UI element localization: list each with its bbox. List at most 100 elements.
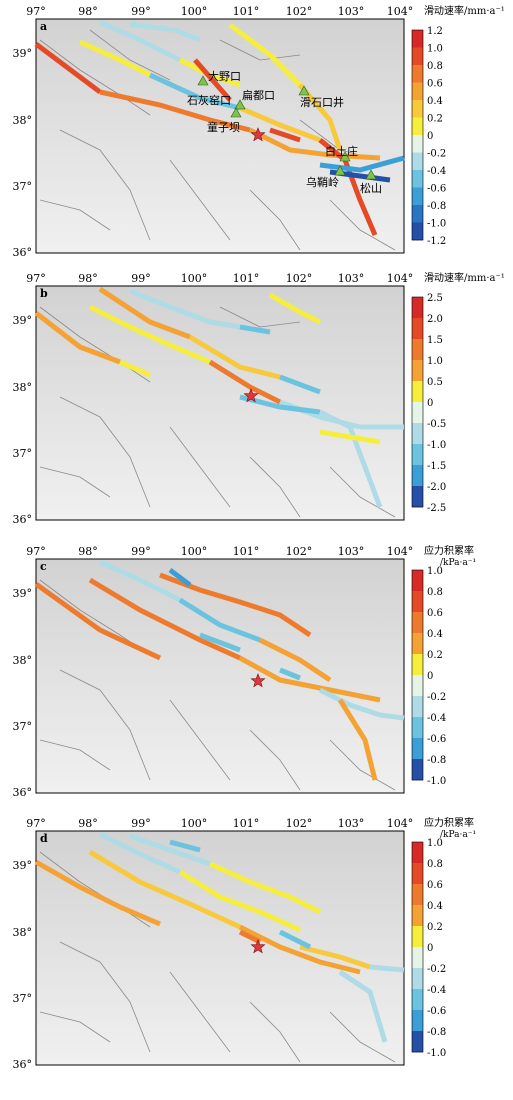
colorbar-tick: -0.2 [427, 964, 446, 975]
colorbar-tick: 1.0 [427, 44, 443, 55]
colorbar-tick: -1.0 [427, 776, 446, 787]
lon-tick: 102° [286, 817, 313, 830]
fault-traces [39, 306, 396, 518]
colorbar-swatch [412, 884, 423, 906]
axis-ticks-top: 97° 98° 99° 100° 101° 102° 103° 104° [26, 817, 413, 830]
station-label: 松山 [360, 181, 382, 195]
lon-tick: 104° [387, 272, 414, 285]
fault-segments [34, 19, 405, 236]
panel-label: d [40, 832, 48, 845]
colorbar-swatch [412, 402, 423, 424]
station-label: 乌鞘岭 [306, 175, 339, 189]
colorbar-tick: 0 [427, 131, 433, 142]
lat-tick: 36° [13, 786, 33, 799]
lon-tick: 103° [338, 817, 365, 830]
colorbar-frame [411, 29, 424, 241]
map-panel-d: 97° 98° 99° 100° 101° 102° 103° 104° 39°… [0, 812, 513, 1087]
colorbar-tick: -0.8 [427, 755, 446, 766]
panel-label: c [40, 560, 47, 573]
colorbar-tick: 0.2 [427, 650, 443, 661]
lon-tick: 102° [286, 545, 313, 558]
colorbar-title: 滑动速率/mm·a⁻¹ [424, 271, 505, 284]
lon-tick: 102° [286, 5, 313, 18]
colorbar-swatch [412, 863, 423, 885]
colorbar-tick: -0.2 [427, 149, 446, 160]
lat-tick: 38° [13, 381, 33, 394]
lon-tick: 102° [286, 272, 313, 285]
colorbar-tick: 1.0 [427, 838, 443, 849]
lat-tick: 39° [13, 859, 33, 872]
fault-segments [34, 286, 404, 508]
lon-tick: 97° [26, 545, 46, 558]
colorbar-swatch [412, 444, 423, 466]
lat-tick: 38° [13, 114, 33, 127]
colorbar-swatch [412, 696, 423, 718]
colorbar-swatch [412, 654, 423, 676]
lon-tick: 101° [233, 5, 260, 18]
colorbar-tick: 0.2 [427, 922, 443, 933]
station-triangle [234, 99, 246, 110]
fault-segments [34, 559, 405, 781]
map-panel-a: 97° 98° 99° 100° 101° 102° 103° 104° 39°… [0, 0, 513, 275]
colorbar-swatch [412, 135, 423, 153]
lon-tick: 99° [131, 272, 151, 285]
colorbar-swatch [412, 633, 423, 655]
colorbar-swatch [412, 30, 423, 48]
lon-tick: 98° [78, 545, 98, 558]
colorbar-swatch [412, 1031, 423, 1053]
colorbar-swatch [412, 65, 423, 83]
map-svg-c: 97° 98° 99° 100° 101° 102° 103° 104° 39°… [13, 544, 477, 799]
colorbar-tick: -0.4 [427, 713, 446, 724]
colorbar-swatch [412, 968, 423, 990]
colorbar-swatch [412, 187, 423, 206]
colorbar-swatch [412, 675, 423, 697]
colorbar-swatch [412, 339, 423, 361]
colorbar-tick: 0 [427, 398, 433, 409]
station-label: 白土庄 [325, 144, 358, 158]
colorbar-swatch [412, 570, 423, 592]
lat-tick: 38° [13, 926, 33, 939]
colorbar-swatch [412, 100, 423, 118]
station-label: 扁都口 [242, 89, 275, 102]
colorbar-tick: 1.0 [427, 566, 443, 577]
axis-ticks-top: 97° 98° 99° 100° 101° 102° 103° 104° [26, 5, 413, 18]
panel-label: a [40, 20, 47, 33]
station-triangle [298, 85, 310, 96]
map-svg-b: 97° 98° 99° 100° 101° 102° 103° 104° 39°… [13, 271, 505, 526]
fault-segments [34, 831, 405, 1043]
colorbar-swatch [412, 152, 423, 171]
colorbar-tick: -0.6 [427, 1006, 446, 1017]
lat-tick: 36° [13, 1058, 33, 1071]
station-triangle [339, 151, 351, 162]
lon-tick: 101° [233, 817, 260, 830]
station-label: 石灰窑口 [187, 93, 231, 107]
colorbar-swatch [412, 759, 423, 781]
lon-tick: 101° [233, 545, 260, 558]
colorbar-title: 应力积累率 [424, 816, 474, 829]
colorbar-tick: -2.0 [427, 482, 446, 493]
colorbar-tick: -0.4 [427, 985, 446, 996]
map-svg-d: 97° 98° 99° 100° 101° 102° 103° 104° 39°… [13, 816, 477, 1071]
map-frame [35, 18, 405, 254]
colorbar-swatch [412, 318, 423, 340]
colorbar-tick: 1.2 [427, 26, 443, 37]
colorbar-swatch [412, 423, 423, 445]
colorbar-swatch [412, 117, 423, 136]
colorbar-frame [411, 569, 424, 781]
colorbar-swatch [412, 205, 423, 223]
colorbar-swatch [412, 47, 423, 66]
colorbar: 1.0 0.8 0.6 0.4 0.2 0 -0.2 -0.4 -0.6 -0.8 -1.0 应力积累… [411, 544, 476, 787]
lon-tick: 103° [338, 545, 365, 558]
lon-tick: 101° [233, 272, 260, 285]
colorbar: 2.5 2.0 1.5 1.0 0.5 0 -0.5 -1.0 -1.5 -2.0 -2.5 滑动速率… [411, 271, 505, 514]
axis-ticks-top: 97° 98° 99° 100° 101° 102° 103° 104° [26, 272, 413, 285]
colorbar-swatch [412, 82, 423, 101]
colorbar-unit: /kPa·a⁻¹ [440, 830, 476, 840]
colorbar-tick: -0.8 [427, 201, 446, 212]
colorbar-tick: 2.0 [427, 314, 443, 325]
colorbar-tick: 0.6 [427, 608, 443, 619]
lat-tick: 39° [13, 587, 33, 600]
lon-tick: 104° [387, 817, 414, 830]
colorbar-swatch [412, 486, 423, 508]
lon-tick: 97° [26, 272, 46, 285]
